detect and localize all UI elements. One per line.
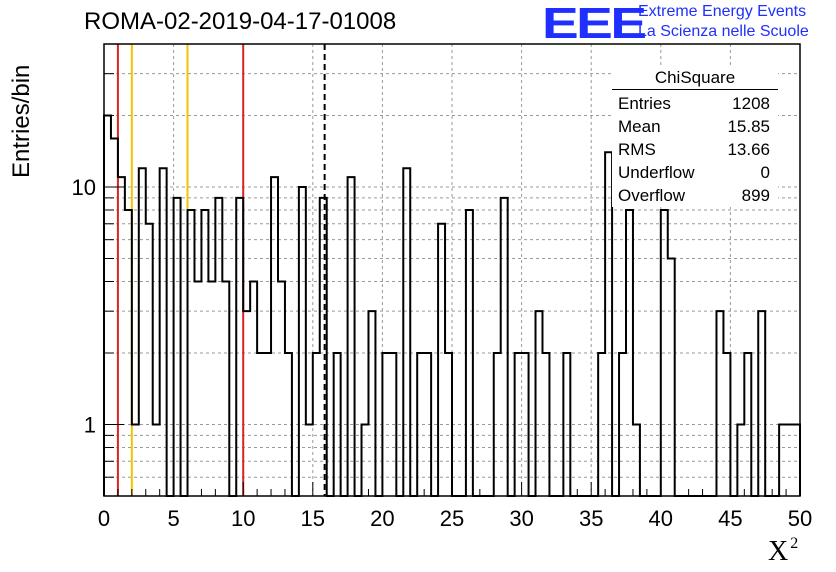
x-axis-label-sup: 2 [790,535,799,552]
logo-caption: Extreme Energy Events La Scienza nelle S… [638,2,809,42]
stats-row: Underflow 0 [612,161,778,184]
x-tick-label: 20 [370,506,394,531]
axis-ticks [103,73,801,496]
logo-line-2: La Scienza nelle Scuole [638,23,809,40]
x-tick-label: 5 [167,506,179,531]
y-tick-label: 1 [84,413,96,438]
x-tick-label: 30 [509,506,533,531]
stats-row: Overflow 899 [612,184,778,207]
x-tick-label: 45 [718,506,742,531]
stats-row: Mean 15.85 [612,115,778,138]
stats-title: ChiSquare [612,66,778,90]
y-axis-label: Entries/bin [8,64,35,178]
stats-rows: Entries 1208 Mean 15.85 RMS 13.66 Underflow 0 Ov… [612,92,778,207]
histogram-outline [103,114,801,497]
tick-labels: 0 5 10 15 20 25 30 35 40 45 50 1 10 [72,175,813,531]
marker-lines [116,44,326,496]
x-tick-label: 10 [231,506,255,531]
x-axis-label-base: X [768,536,789,567]
stats-label: Underflow [618,163,695,182]
x-tick-label: 0 [98,506,110,531]
stats-label: RMS [618,140,656,159]
stats-row: Entries 1208 [612,92,778,115]
stats-label: Entries [618,94,671,113]
stats-value: 899 [741,186,770,205]
stats-value: 1208 [732,94,770,113]
x-tick-label: 50 [788,506,812,531]
stats-box: ChiSquare Entries 1208 Mean 15.85 RMS 13.66 Un… [612,66,778,207]
stats-row: RMS 13.66 [612,138,778,161]
x-tick-label: 35 [579,506,603,531]
stats-value: 0 [760,163,770,182]
x-tick-label: 40 [649,506,673,531]
logo-line-1: Extreme Energy Events [638,3,807,20]
stats-value: 13.66 [727,140,770,159]
eee-logo: EEE [542,0,647,48]
x-tick-label: 15 [301,506,325,531]
stats-value: 15.85 [727,117,770,136]
y-tick-label: 10 [72,175,96,200]
stats-label: Overflow [618,186,686,205]
stats-label: Mean [618,117,661,136]
x-tick-label: 25 [440,506,464,531]
chart-title: ROMA-02-2019-04-17-01008 [84,8,397,35]
